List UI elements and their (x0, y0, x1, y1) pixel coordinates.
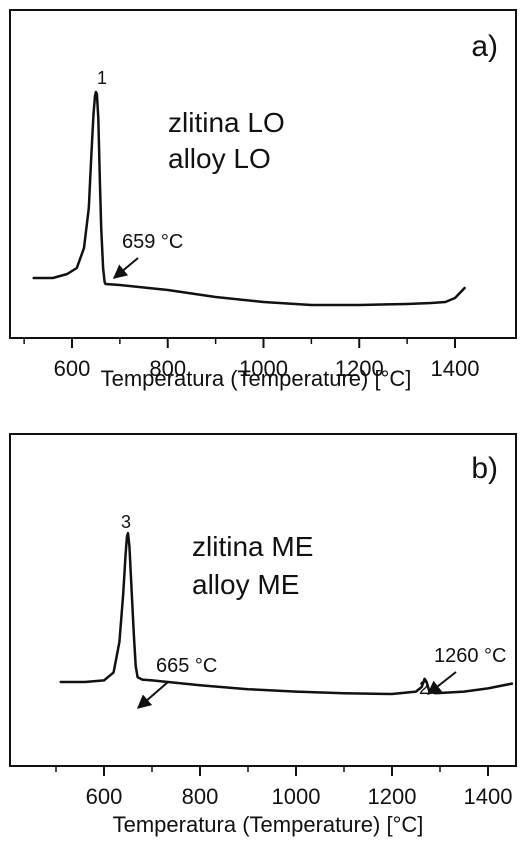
panel-2-frame (9, 433, 517, 767)
panel-2-temp-annotation: 665 °C (156, 655, 217, 677)
panel-2-peak-number: 3 (121, 512, 131, 532)
panel-1-x-axis-label: Temperatura (Temperature) [°C] (101, 366, 412, 391)
panel-2-temp-annotation: 1260 °C (434, 645, 507, 667)
panel-1-x-tick-label-1400: 1400 (431, 356, 480, 381)
panel-2-x-tick-label-1400: 1400 (464, 784, 513, 809)
panel-1-x-tick-label-800: 800 (149, 356, 186, 381)
panel-2-x-tick-label-1000: 1000 (272, 784, 321, 809)
panel-2-alloy-label: zlitina ME (192, 531, 313, 562)
panel-1-peak-number: 1 (97, 68, 107, 88)
panel-1-frame (9, 9, 517, 339)
panel-2-peak-number: 2 (419, 678, 429, 698)
panel-1-x-tick-label-600: 600 (54, 356, 91, 381)
panel-1-annotation-arrow (112, 257, 139, 279)
panel-2-annotation-arrow (426, 671, 457, 695)
panel-2-x-tick-label-1200: 1200 (368, 784, 417, 809)
panel-1-dta-curve (32, 90, 466, 307)
panel-1-label: a) (471, 30, 498, 63)
panel-2-x-tick-label-800: 800 (182, 784, 219, 809)
panel-2-alloy-label: alloy ME (192, 569, 299, 600)
panel-2-x-tick-label-600: 600 (86, 784, 123, 809)
panel-1-alloy-label: alloy LO (168, 143, 271, 174)
panel-2-x-axis-label: Temperatura (Temperature) [°C] (113, 812, 424, 837)
panel-2-annotation-arrow (136, 681, 169, 709)
panel-1-x-tick-label-1200: 1200 (335, 356, 384, 381)
panel-1-alloy-label: zlitina LO (168, 107, 285, 138)
panel-1-temp-annotation: 659 °C (122, 231, 183, 253)
panel-1-x-tick-label-1000: 1000 (239, 356, 288, 381)
panel-2-label: b) (471, 452, 498, 485)
